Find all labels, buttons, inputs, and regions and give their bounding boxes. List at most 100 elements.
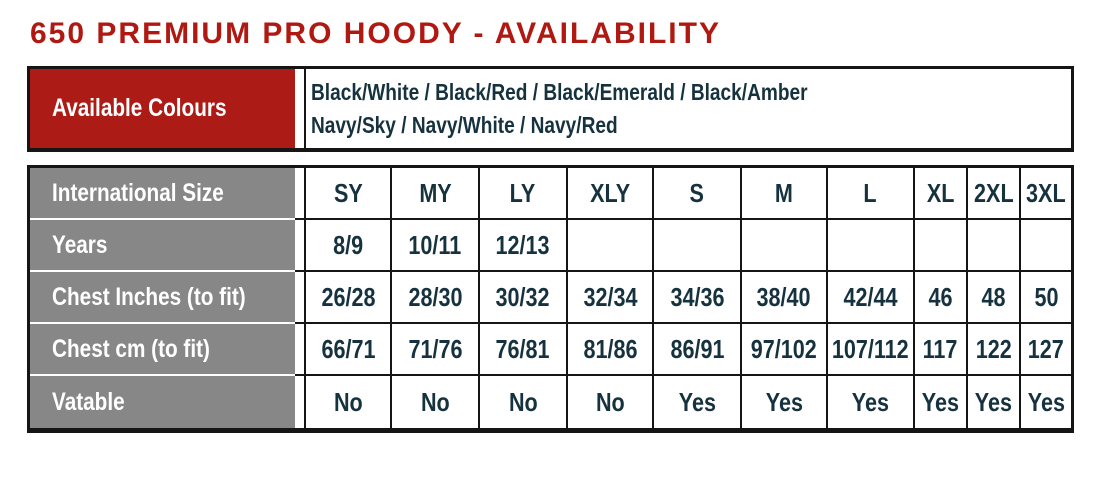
cell-text: 127 xyxy=(1028,333,1065,364)
size-row-label-cell: Years xyxy=(30,220,295,272)
size-column-header-cell: MY xyxy=(390,168,478,220)
available-colours-table: Available Colours Black/White / Black/Re… xyxy=(27,66,1074,152)
page-title-text: 650 PREMIUM PRO HOODY - AVAILABILITY xyxy=(30,17,721,50)
cell-text: 10/11 xyxy=(408,229,462,260)
size-table: International Size SY MY LY XLY S M L XL 2XL 3XL Ye… xyxy=(27,165,1074,433)
cell-text: 42/44 xyxy=(843,281,898,312)
size-table-row: Chest Inches (to fit) 26/28 28/30 30/32 32/3… xyxy=(30,272,1072,324)
cell-text: 38/40 xyxy=(756,281,811,312)
size-row-label: International Size xyxy=(52,178,224,207)
size-value-cell: Yes xyxy=(652,376,740,428)
cell-text: 117 xyxy=(923,333,958,364)
cell-text: MY xyxy=(418,177,452,208)
available-colours-value-cell: Black/White / Black/Red / Black/Emerald … xyxy=(304,69,1071,148)
size-value-cell: 38/40 xyxy=(739,272,827,324)
size-table-row: Vatable No No No No Yes Yes Yes Yes Yes Yes xyxy=(30,376,1072,428)
size-value-cell: No xyxy=(477,376,567,428)
size-value-cell: 71/76 xyxy=(390,324,478,376)
size-value-cell xyxy=(739,220,827,272)
colours-line-2-text: Navy/Sky / Navy/White / Navy/Red xyxy=(311,111,618,138)
size-value-cell: Yes xyxy=(1019,376,1072,428)
size-value-cell: 48 xyxy=(966,272,1020,324)
cell-text: 86/91 xyxy=(670,333,725,364)
cell-text: Yes xyxy=(1027,386,1065,417)
size-value-cell: 26/28 xyxy=(304,272,391,324)
cell-text: 66/71 xyxy=(321,333,376,364)
size-row-label-cell: International Size xyxy=(30,168,295,220)
size-table-row: Years 8/9 10/11 12/13 xyxy=(30,220,1072,272)
available-colours-label: Available Colours xyxy=(52,94,227,122)
size-value-cell xyxy=(652,220,740,272)
size-value-cell: 107/112 xyxy=(826,324,913,376)
cell-text: No xyxy=(508,386,538,417)
colours-line-1: Black/White / Black/Red / Black/Emerald … xyxy=(311,76,1071,109)
cell-text: XL xyxy=(926,177,955,208)
size-value-cell: 76/81 xyxy=(477,324,567,376)
size-column-header-cell: L xyxy=(826,168,913,220)
cell-text: SY xyxy=(333,177,363,208)
size-value-cell: 42/44 xyxy=(826,272,913,324)
size-table-row: Chest cm (to fit) 66/71 71/76 76/81 81/86 86/… xyxy=(30,324,1072,376)
label-data-gap xyxy=(295,324,304,376)
cell-text: 26/28 xyxy=(321,281,376,312)
cell-text: L xyxy=(863,177,877,208)
size-value-cell xyxy=(912,220,967,272)
size-row-label: Chest cm (to fit) xyxy=(52,334,210,363)
cell-text: No xyxy=(333,386,363,417)
cell-text: 8/9 xyxy=(333,229,364,260)
size-value-cell: 12/13 xyxy=(477,220,567,272)
size-value-cell: 50 xyxy=(1019,272,1072,324)
size-value-cell: Yes xyxy=(912,376,967,428)
size-column-header-cell: 2XL xyxy=(966,168,1020,220)
cell-text: Yes xyxy=(851,386,889,417)
cell-text: M xyxy=(774,177,793,208)
size-value-cell: Yes xyxy=(739,376,827,428)
cell-text: Yes xyxy=(921,386,960,417)
size-value-cell: 127 xyxy=(1019,324,1072,376)
size-value-cell: 8/9 xyxy=(304,220,391,272)
size-value-cell: 97/102 xyxy=(739,324,827,376)
size-value-cell: No xyxy=(304,376,391,428)
size-value-cell: 34/36 xyxy=(652,272,740,324)
label-data-gap xyxy=(295,69,304,148)
cell-text: 30/32 xyxy=(495,281,550,312)
cell-text: LY xyxy=(510,177,536,208)
cell-text: 48 xyxy=(981,281,1006,312)
size-value-cell: Yes xyxy=(826,376,913,428)
size-value-cell: 32/34 xyxy=(566,272,653,324)
size-value-cell: No xyxy=(390,376,478,428)
cell-text: No xyxy=(595,386,625,417)
label-data-gap xyxy=(295,168,304,220)
size-value-cell: 122 xyxy=(966,324,1020,376)
size-value-cell xyxy=(966,220,1020,272)
cell-text: XLY xyxy=(590,177,631,208)
size-value-cell xyxy=(1019,220,1072,272)
size-table-row: International Size SY MY LY XLY S M L XL 2XL 3XL xyxy=(30,168,1072,220)
size-column-header-cell: SY xyxy=(304,168,391,220)
size-value-cell: 86/91 xyxy=(652,324,740,376)
size-value-cell: 28/30 xyxy=(390,272,478,324)
cell-text: No xyxy=(420,386,450,417)
size-value-cell: 30/32 xyxy=(477,272,567,324)
size-column-header-cell: XL xyxy=(912,168,967,220)
cell-text: 32/34 xyxy=(583,281,638,312)
cell-text: 122 xyxy=(975,333,1012,364)
size-value-cell: Yes xyxy=(966,376,1020,428)
size-value-cell: 66/71 xyxy=(304,324,391,376)
cell-text: S xyxy=(689,177,705,208)
cell-text: 81/86 xyxy=(583,333,638,364)
colours-line-2: Navy/Sky / Navy/White / Navy/Red xyxy=(311,109,1071,142)
cell-text: 34/36 xyxy=(670,281,725,312)
size-value-cell: 81/86 xyxy=(566,324,653,376)
cell-text: Yes xyxy=(765,386,803,417)
cell-text: 28/30 xyxy=(408,281,463,312)
size-value-cell: No xyxy=(566,376,653,428)
size-column-header-cell: 3XL xyxy=(1019,168,1072,220)
availability-sheet: 650 PREMIUM PRO HOODY - AVAILABILITY Ava… xyxy=(0,17,1101,433)
size-row-label: Vatable xyxy=(52,387,125,416)
cell-text: 46 xyxy=(928,281,953,312)
size-row-label: Chest Inches (to fit) xyxy=(52,282,246,311)
size-value-cell: 46 xyxy=(912,272,967,324)
size-column-header-cell: M xyxy=(739,168,827,220)
page-title: 650 PREMIUM PRO HOODY - AVAILABILITY xyxy=(30,17,1101,50)
